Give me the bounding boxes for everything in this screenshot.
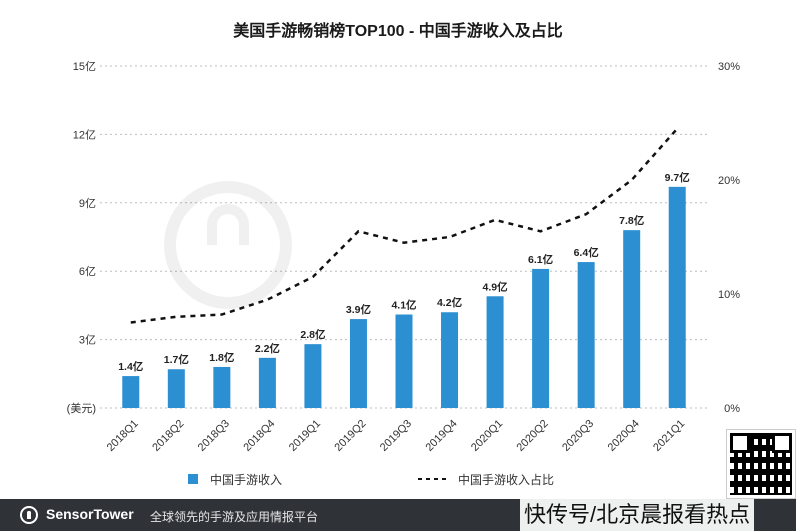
bar [122, 376, 140, 408]
x-tick-label: 2021Q1 [651, 418, 687, 454]
bar [441, 312, 459, 408]
right-tick-label: 20% [718, 175, 740, 187]
line-series [130, 127, 679, 324]
bar-value-label: 1.4亿 [118, 360, 144, 373]
left-tick-label: (美元) [67, 402, 96, 415]
bar-value-label: 6.1亿 [528, 253, 554, 266]
x-tick-label: 2020Q3 [560, 418, 596, 454]
bar [395, 314, 413, 408]
left-axis: (美元) 3亿 6亿 9亿 12亿 15亿 [67, 60, 96, 415]
x-tick-label: 2020Q2 [515, 418, 551, 454]
bar [304, 344, 322, 408]
bar [349, 319, 367, 408]
bar [486, 296, 504, 408]
share-line [130, 127, 679, 324]
footer-brand: SensorTower [46, 506, 134, 522]
bar-value-label: 2.2亿 [255, 342, 281, 355]
right-tick-label: 0% [724, 403, 740, 415]
legend-line-label: 中国手游收入占比 [458, 472, 554, 487]
sensortower-logo-icon [20, 506, 38, 524]
legend: 中国手游收入 中国手游收入占比 [188, 472, 554, 487]
bar [668, 186, 686, 408]
footer-slogan: 全球领先的手游及应用情报平台 [150, 510, 319, 524]
x-tick-label: 2018Q3 [196, 418, 232, 454]
bar-value-label: 6.4亿 [574, 246, 600, 259]
chart-title: 美国手游畅销榜TOP100 - 中国手游收入及占比 [233, 21, 563, 40]
bar [532, 268, 550, 408]
chart: 美国手游畅销榜TOP100 - 中国手游收入及占比 (美元) 3亿 6亿 9亿 12亿 1… [67, 21, 741, 487]
x-tick-label: 2020Q1 [469, 418, 505, 454]
x-tick-label: 2018Q4 [241, 418, 277, 454]
left-tick-label: 15亿 [73, 60, 96, 73]
x-tick-label: 2020Q4 [606, 418, 642, 454]
left-tick-label: 9亿 [79, 197, 96, 210]
bar-value-label: 1.7亿 [164, 353, 190, 366]
x-tick-label: 2018Q2 [150, 418, 186, 454]
bar [167, 369, 185, 408]
bar-value-label: 4.9亿 [483, 280, 509, 293]
bar-value-labels: 1.4亿 1.7亿 1.8亿 2.2亿 2.8亿 3.9亿 4.1亿 4.2亿 4.9亿 6.1亿… [118, 171, 690, 373]
bar-value-label: 9.7亿 [665, 171, 691, 184]
right-tick-label: 10% [718, 289, 740, 301]
qr-code [726, 429, 796, 499]
bar-series [122, 186, 686, 408]
legend-bar-label: 中国手游收入 [210, 472, 282, 487]
left-tick-label: 3亿 [79, 334, 96, 347]
left-tick-label: 6亿 [79, 265, 96, 278]
x-tick-label: 2019Q4 [423, 418, 459, 454]
grid-lines [100, 65, 708, 409]
sensortower-watermark-logo [164, 181, 292, 309]
bar [577, 262, 595, 408]
bar-value-label: 2.8亿 [300, 328, 326, 341]
bar-value-label: 3.9亿 [346, 303, 372, 316]
x-tick-label: 2019Q1 [287, 418, 323, 454]
right-tick-label: 30% [718, 61, 740, 73]
right-axis: 0% 10% 20% 30% [718, 61, 740, 415]
x-tick-label: 2019Q2 [332, 418, 368, 454]
bar [213, 366, 231, 408]
left-tick-label: 12亿 [73, 128, 96, 141]
x-tick-label: 2018Q1 [105, 418, 141, 454]
bar [623, 230, 641, 408]
x-tick-label: 2019Q3 [378, 418, 414, 454]
bar-value-label: 1.8亿 [209, 351, 235, 364]
bar-value-label: 7.8亿 [619, 214, 645, 227]
watermark-text: 快传号/北京晨报看热点 [520, 499, 755, 531]
x-axis: 2018Q1 2018Q2 2018Q3 2018Q4 2019Q1 2019Q2 2019… [105, 418, 688, 454]
bar [258, 357, 276, 408]
bar-value-label: 4.1亿 [391, 299, 417, 312]
legend-bar-swatch [188, 474, 198, 484]
bar-value-label: 4.2亿 [437, 296, 463, 309]
